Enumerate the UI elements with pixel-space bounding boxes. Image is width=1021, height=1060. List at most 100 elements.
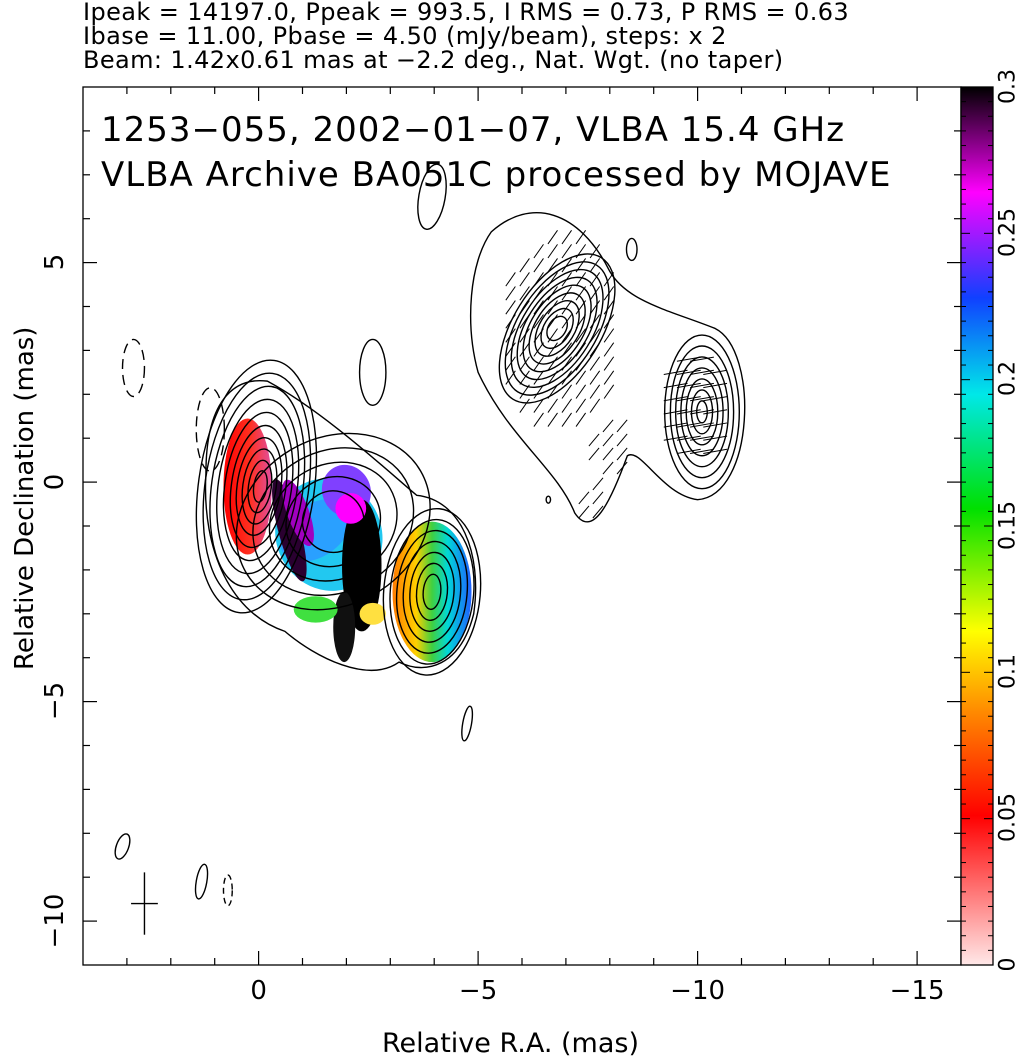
plot-frame bbox=[82, 86, 962, 966]
evpa-vector bbox=[561, 370, 572, 385]
evpa-vector bbox=[575, 244, 587, 259]
knot-contour bbox=[409, 551, 455, 632]
positive-contour bbox=[417, 163, 447, 230]
evpa-vector bbox=[589, 272, 601, 287]
evpa-vector bbox=[703, 422, 728, 428]
evpa-vectors bbox=[505, 230, 728, 519]
evpa-vector bbox=[533, 328, 544, 343]
evpa-vector bbox=[519, 356, 530, 371]
evpa-vector bbox=[676, 396, 701, 402]
evpa-vector bbox=[575, 272, 587, 287]
evpa-vector bbox=[589, 314, 601, 329]
evpa-vector bbox=[533, 342, 544, 357]
evpa-vector bbox=[547, 258, 558, 273]
colorbar-tick-label: 0 bbox=[995, 957, 1021, 972]
evpa-vector bbox=[676, 382, 701, 389]
evpa-vector bbox=[603, 342, 615, 357]
positive-contour bbox=[545, 495, 552, 504]
pol-magenta-spot bbox=[335, 493, 367, 524]
colorbar-tick-label: 0.1 bbox=[995, 654, 1021, 690]
evpa-vector bbox=[676, 409, 701, 415]
evpa-vector bbox=[561, 398, 572, 413]
positive-contour bbox=[461, 705, 474, 742]
x-tick-label: −15 bbox=[889, 976, 945, 1007]
evpa-vector bbox=[547, 286, 558, 301]
header-line-1: Ipeak = 14197.0, Ppeak = 993.5, I RMS = … bbox=[83, 0, 850, 26]
knot-c2-contour bbox=[516, 276, 598, 381]
knot-c2-contour bbox=[528, 292, 586, 365]
evpa-vector bbox=[589, 370, 601, 385]
evpa-vector bbox=[589, 258, 601, 273]
y-tick-label: 5 bbox=[40, 253, 70, 271]
evpa-vector bbox=[519, 314, 530, 329]
core-contour bbox=[229, 424, 288, 549]
colorbar-tick-label: 0.05 bbox=[995, 793, 1021, 843]
evpa-vector bbox=[547, 314, 558, 329]
y-tick-label: −10 bbox=[40, 893, 70, 948]
evpa-vector bbox=[703, 382, 728, 389]
evpa-vector bbox=[505, 272, 516, 287]
evpa-vector bbox=[575, 356, 587, 371]
evpa-vector bbox=[519, 300, 530, 315]
evpa-vector bbox=[603, 314, 615, 329]
polarization-colormap bbox=[223, 418, 472, 663]
inner-jet-contour bbox=[285, 475, 382, 568]
evpa-vector bbox=[561, 342, 572, 357]
knot-contour bbox=[422, 573, 442, 611]
core-contour bbox=[252, 470, 268, 503]
header-line-3: Beam: 1.42x0.61 mas at −2.2 deg., Nat. W… bbox=[83, 46, 784, 74]
evpa-vector bbox=[690, 369, 714, 375]
evpa-vector bbox=[519, 286, 530, 301]
evpa-vector bbox=[561, 258, 572, 273]
evpa-vector bbox=[505, 300, 516, 315]
evpa-vector bbox=[533, 258, 544, 273]
evpa-vector bbox=[533, 370, 544, 385]
positive-contour bbox=[194, 863, 209, 900]
y-tick-label: 0 bbox=[40, 473, 70, 490]
evpa-vector bbox=[533, 412, 544, 427]
evpa-vector bbox=[589, 300, 601, 315]
evpa-vector bbox=[561, 272, 572, 287]
evpa-vector bbox=[616, 433, 628, 447]
evpa-vector bbox=[561, 230, 572, 245]
evpa-vector bbox=[690, 382, 714, 389]
evpa-vector bbox=[547, 342, 558, 357]
evpa-vector bbox=[575, 412, 587, 427]
evpa-vector bbox=[519, 370, 530, 385]
header-line-2: Ibase = 11.00, Pbase = 4.50 (mJy/beam), … bbox=[83, 22, 727, 50]
colorbar-tick-label: 0.3 bbox=[995, 68, 1021, 104]
evpa-vector bbox=[589, 328, 601, 343]
evpa-vector bbox=[575, 230, 587, 245]
evpa-vector bbox=[690, 422, 714, 428]
evpa-vector bbox=[547, 412, 558, 427]
evpa-vector bbox=[588, 447, 600, 461]
evpa-vector bbox=[703, 396, 728, 402]
knot-c2-contour bbox=[510, 268, 604, 389]
beam-marker bbox=[131, 872, 158, 935]
evpa-vector bbox=[589, 398, 601, 413]
evpa-vector bbox=[575, 258, 587, 273]
evpa-vector bbox=[575, 342, 587, 357]
evpa-vector bbox=[663, 396, 688, 402]
pol-core-patch bbox=[223, 418, 272, 555]
evpa-vector bbox=[676, 435, 701, 441]
evpa-vector bbox=[690, 396, 714, 402]
evpa-vector bbox=[676, 448, 701, 454]
evpa-vector bbox=[602, 447, 614, 461]
y-axis-label: Relative Declination (mas) bbox=[10, 326, 40, 670]
evpa-vector bbox=[592, 477, 604, 491]
evpa-vector bbox=[592, 505, 604, 519]
chart-title: 1253−055, 2002−01−07, VLBA 15.4 GHz bbox=[101, 110, 846, 150]
evpa-vector bbox=[703, 409, 728, 415]
knot-c2-contour bbox=[534, 300, 580, 357]
pol-black-region bbox=[342, 499, 382, 632]
evpa-vector bbox=[505, 286, 516, 301]
colorbar-tick-label: 0.15 bbox=[995, 500, 1021, 550]
knot-c2-contour bbox=[498, 253, 616, 404]
evpa-vector bbox=[561, 314, 572, 329]
evpa-vector bbox=[588, 433, 600, 447]
evpa-vector bbox=[703, 435, 728, 441]
evpa-vector bbox=[547, 272, 558, 287]
evpa-vector bbox=[703, 448, 728, 454]
